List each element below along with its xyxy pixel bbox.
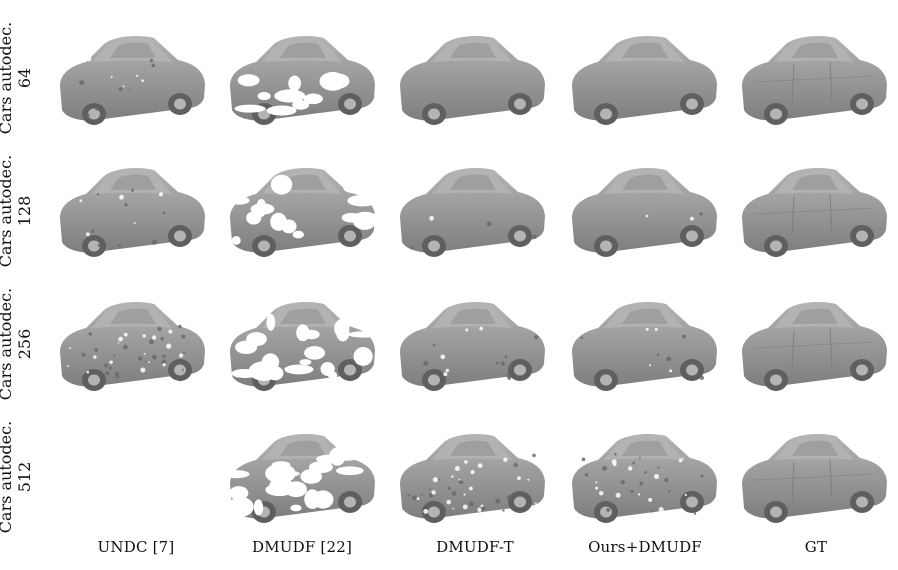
car-render [564, 428, 724, 546]
car-render [392, 428, 552, 546]
car-render-svg [227, 168, 378, 257]
car-render [222, 428, 382, 546]
car-render-svg [60, 302, 205, 391]
col-label-undc: UNDC [7] [97, 538, 175, 556]
car-render-svg [60, 168, 205, 257]
car-render [222, 162, 382, 280]
car-render [392, 296, 552, 414]
row-label-256: Cars autodec. 256 [0, 287, 34, 401]
car-render-svg [60, 36, 205, 125]
car-render-svg [572, 36, 717, 125]
car-render-svg [400, 302, 545, 391]
car-render [734, 162, 894, 280]
col-label-dmudf: DMUDF [22] [251, 538, 353, 556]
car-render [734, 428, 894, 546]
car-render [52, 162, 212, 280]
car-render-svg [742, 36, 887, 125]
car-render-svg [572, 302, 717, 391]
car-render [564, 296, 724, 414]
col-label-dmudf-t: DMUDF-T [436, 538, 514, 556]
car-render [734, 30, 894, 148]
car-render [564, 30, 724, 148]
row-label-64: Cars autodec. 64 [0, 21, 34, 135]
car-render [392, 162, 552, 280]
car-render [392, 30, 552, 148]
car-render-svg [742, 168, 887, 257]
car-render-svg [400, 434, 545, 523]
car-render [734, 296, 894, 414]
car-render [564, 162, 724, 280]
car-render-svg [742, 302, 887, 391]
car-render-svg [222, 434, 382, 523]
row-label-512: Cars autodec. 512 [0, 420, 34, 534]
car-render-svg [230, 302, 380, 391]
car-render-svg [742, 434, 887, 523]
car-render-svg [572, 434, 717, 523]
col-label-gt: GT [804, 538, 828, 556]
car-render [222, 30, 382, 148]
car-render-svg [400, 36, 545, 125]
row-label-128: Cars autodec. 128 [0, 154, 34, 268]
car-render-svg [572, 168, 717, 257]
col-label-ours-dmudf: Ours+DMUDF [588, 538, 702, 556]
car-render-svg [230, 36, 375, 125]
car-render [52, 30, 212, 148]
car-render [52, 296, 212, 414]
car-render-svg [400, 168, 545, 257]
car-render [222, 296, 382, 414]
